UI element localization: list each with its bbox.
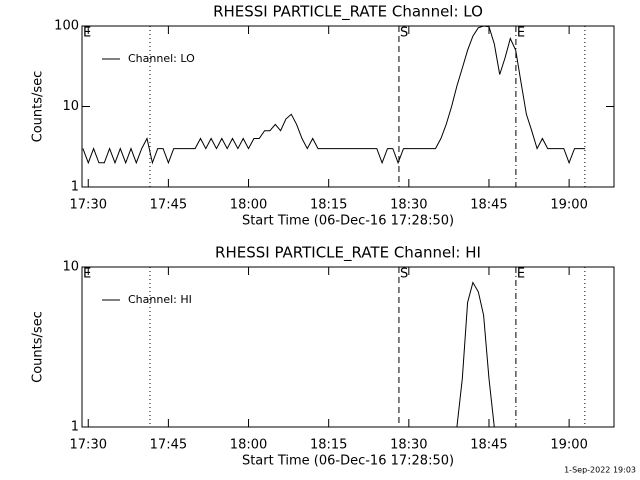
x-tick-label: 17:45 — [150, 198, 187, 213]
annotation-label: E — [83, 26, 91, 41]
annotation-label: S — [400, 26, 408, 41]
x-tick-label: 19:00 — [550, 198, 587, 213]
y-axis-label: Counts/sec — [31, 71, 46, 143]
plot-frame — [81, 266, 615, 428]
y-tick-label: 10 — [62, 260, 79, 275]
annotation-label: E — [517, 267, 525, 282]
annotation-label: E — [517, 26, 525, 41]
y-axis-label: Counts/sec — [31, 311, 46, 383]
x-tick-label: 18:45 — [470, 438, 507, 453]
x-tick-label: 17:45 — [150, 438, 187, 453]
y-tick-label: 100 — [54, 19, 79, 34]
x-tick-label: 18:15 — [310, 198, 347, 213]
x-tick-label: 17:30 — [70, 198, 107, 213]
x-axis-label: Start Time (06-Dec-16 17:28:50) — [242, 454, 454, 469]
chart-title: RHESSI PARTICLE_RATE Channel: HI — [215, 244, 481, 263]
x-axis-label: Start Time (06-Dec-16 17:28:50) — [242, 214, 454, 229]
x-tick-label: 17:30 — [70, 438, 107, 453]
legend-label: Channel: LO — [128, 52, 195, 65]
x-tick-label: 18:30 — [390, 438, 427, 453]
y-tick-label: 1 — [71, 180, 79, 195]
y-tick-label: 10 — [62, 99, 79, 114]
plot-frame — [81, 25, 615, 188]
annotation-label: E — [83, 267, 91, 282]
x-tick-label: 18:00 — [230, 198, 267, 213]
x-tick-label: 19:00 — [550, 438, 587, 453]
series-line — [82, 281, 586, 428]
x-tick-label: 18:30 — [390, 198, 427, 213]
annotation-label: S — [400, 267, 408, 282]
footer: 1-Sep-2022 19:03 — [564, 466, 636, 475]
x-tick-label: 18:15 — [310, 438, 347, 453]
legend-label: Channel: HI — [128, 293, 192, 306]
x-tick-label: 18:45 — [470, 198, 507, 213]
y-tick-label: 1 — [71, 420, 79, 435]
x-tick-label: 18:00 — [230, 438, 267, 453]
chart-title: RHESSI PARTICLE_RATE Channel: LO — [213, 3, 483, 22]
series-line — [82, 25, 586, 165]
